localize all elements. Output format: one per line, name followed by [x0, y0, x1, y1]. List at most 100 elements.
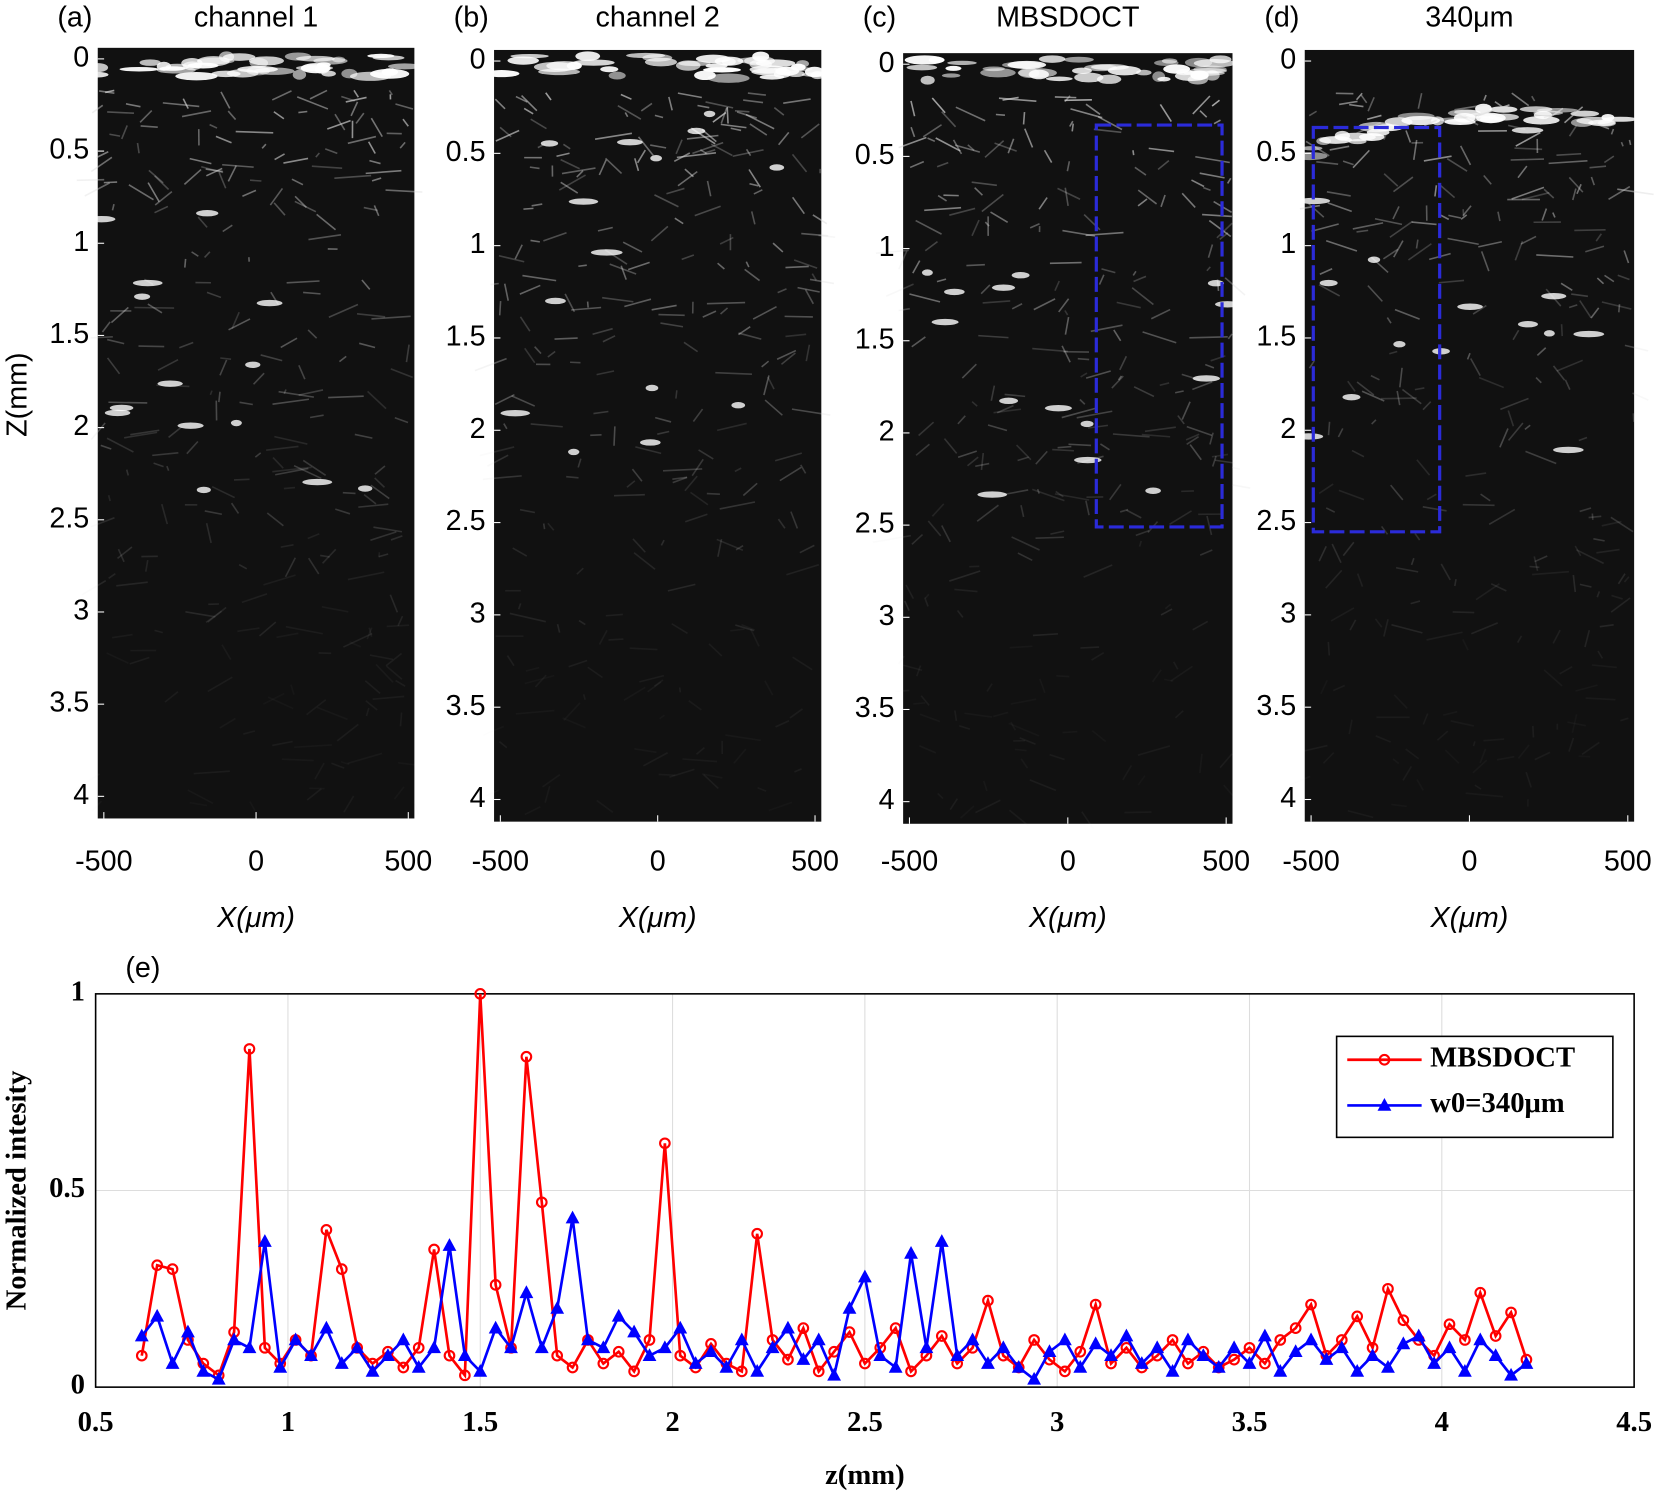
cell-membrane: [272, 740, 293, 747]
cell-membrane: [252, 372, 265, 385]
cell-membrane: [742, 482, 758, 497]
cell-membrane: [1399, 367, 1403, 388]
cell-membrane: [375, 663, 394, 683]
cell-membrane: [1148, 147, 1175, 153]
cell-membrane: [743, 99, 764, 104]
surface-speckle: [1431, 116, 1445, 126]
bright-spot: [1553, 446, 1584, 454]
marker: [1319, 1352, 1334, 1365]
cell-membrane: [1054, 280, 1060, 291]
cell-membrane: [952, 139, 963, 155]
marker: [1166, 1334, 1179, 1346]
cell-membrane: [812, 214, 828, 225]
cell-membrane: [184, 258, 187, 268]
cell-membrane: [990, 211, 1009, 224]
cell-membrane: [1181, 192, 1196, 209]
cell-membrane: [324, 148, 338, 155]
marker: [1474, 1286, 1487, 1299]
cell-membrane: [660, 322, 684, 328]
cell-membrane: [1126, 509, 1142, 519]
cell-membrane: [716, 422, 747, 432]
cell-membrane: [209, 123, 218, 129]
cell-membrane: [309, 89, 328, 100]
marker: [1028, 1334, 1040, 1346]
cell-membrane: [1132, 270, 1137, 276]
cell-membrane: [1536, 347, 1547, 356]
cell-membrane: [1571, 188, 1577, 201]
cell-membrane: [705, 101, 734, 109]
cell-membrane: [1022, 111, 1026, 125]
marker: [243, 1043, 256, 1055]
marker: [1304, 1332, 1318, 1346]
cell-membrane: [498, 254, 525, 263]
cell-membrane: [1393, 176, 1414, 193]
bright-spot: [645, 384, 659, 392]
marker: [443, 1349, 456, 1362]
marker: [627, 1324, 642, 1338]
cell-membrane: [1478, 376, 1504, 389]
cell-membrane: [335, 508, 351, 515]
cell-membrane: [1019, 737, 1036, 745]
cell-membrane: [957, 415, 966, 425]
cell-membrane: [1203, 186, 1211, 192]
cell-membrane: [776, 349, 797, 360]
marker: [150, 1308, 165, 1322]
cell-membrane: [691, 458, 704, 477]
cell-membrane: [1325, 239, 1358, 252]
cell-membrane: [215, 135, 232, 144]
cell-membrane: [153, 462, 164, 468]
cell-membrane: [1308, 110, 1317, 117]
cell-membrane: [377, 552, 381, 558]
cell-membrane: [1052, 448, 1074, 452]
cell-membrane: [1574, 229, 1606, 232]
marker: [1181, 1332, 1195, 1346]
cell-membrane: [370, 531, 397, 541]
cell-membrane: [1591, 664, 1617, 669]
cell-membrane: [777, 288, 787, 294]
cell-membrane: [1448, 214, 1462, 219]
cell-membrane: [1395, 566, 1419, 573]
x-tick-label: 3: [1050, 1406, 1064, 1438]
cell-membrane: [1556, 152, 1582, 156]
cell-membrane: [1087, 424, 1109, 429]
cell-membrane: [542, 523, 546, 530]
cell-membrane: [699, 149, 708, 155]
cell-membrane: [1339, 100, 1358, 106]
cell-membrane: [1483, 174, 1492, 185]
cell-membrane: [414, 801, 418, 814]
cell-membrane: [1206, 266, 1211, 272]
marker: [812, 1365, 825, 1378]
cell-membrane: [1208, 219, 1232, 238]
cell-membrane: [227, 165, 237, 182]
cell-membrane: [1611, 594, 1623, 600]
cell-membrane: [1374, 217, 1403, 226]
marker: [1488, 1348, 1503, 1361]
cell-membrane: [786, 563, 820, 576]
cell-membrane: [519, 284, 541, 295]
marker: [719, 1360, 734, 1373]
cell-membrane: [1332, 684, 1346, 692]
cell-membrane: [1209, 432, 1214, 445]
marker: [520, 1050, 533, 1063]
cell-membrane: [356, 313, 386, 318]
cell-membrane: [185, 611, 216, 618]
cell-membrane: [1596, 277, 1605, 285]
cell-membrane: [209, 390, 213, 396]
cell-membrane: [90, 516, 115, 528]
marker: [904, 1245, 918, 1259]
cell-membrane: [283, 389, 287, 395]
cell-membrane: [222, 224, 233, 233]
cell-membrane: [666, 187, 685, 195]
cell-membrane: [1202, 213, 1232, 218]
cell-membrane: [1383, 130, 1389, 140]
marker: [134, 1328, 149, 1342]
cell-membrane: [136, 142, 140, 154]
cell-membrane: [1436, 730, 1449, 741]
marker: [1027, 1371, 1042, 1385]
cell-membrane: [1164, 603, 1172, 610]
y-tick-label: 0: [71, 1369, 85, 1401]
cell-membrane: [1068, 443, 1092, 447]
cell-membrane: [242, 189, 257, 198]
cell-membrane: [1347, 809, 1374, 819]
cell-membrane: [368, 627, 373, 637]
